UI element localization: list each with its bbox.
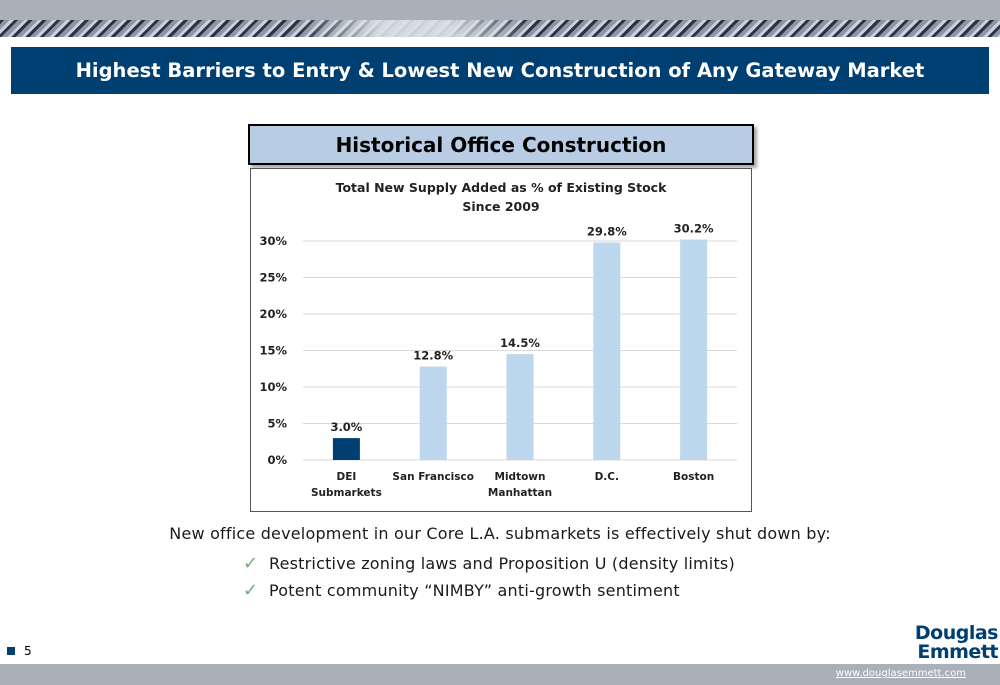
bar-chart: Total New Supply Added as % of Existing … [259,180,737,499]
chart-container: Total New Supply Added as % of Existing … [250,168,752,512]
logo-line-2: Emmett [917,641,998,663]
y-tick-label: 5% [267,417,287,431]
y-tick-label: 25% [259,271,287,285]
bottom-bar [0,664,1000,685]
bar [506,354,534,460]
photo-strip-highlight [300,20,530,37]
x-tick-label: San Francisco [392,471,474,483]
data-label: 30.2% [674,222,714,236]
chart-title: Total New Supply Added as % of Existing … [336,180,668,195]
bullet-text: Restrictive zoning laws and Proposition … [269,554,735,573]
chart-header-box: Historical Office Construction [248,124,754,165]
data-label: 29.8% [587,224,627,238]
website-link[interactable]: www.douglasemmett.com [835,668,966,679]
chart-header-title: Historical Office Construction [335,132,667,157]
y-tick-label: 10% [259,380,287,394]
y-tick-label: 0% [267,453,287,467]
page-number-text: 5 [24,644,32,658]
y-axis-ticks: 0% 5% 10% 15% 20% 25% 30% [259,234,287,467]
checkmark-icon: ✓ [243,553,259,574]
data-label: 3.0% [330,420,362,434]
chart-subtitle: Since 2009 [462,199,539,214]
y-tick-label: 15% [259,344,287,358]
x-tick-label: Boston [673,471,714,483]
bullet-item: ✓ Potent community “NIMBY” anti-growth s… [243,580,680,601]
x-tick-label: Submarkets [311,487,382,499]
body-intro: New office development in our Core L.A. … [169,524,831,543]
data-label: 14.5% [500,336,540,350]
page-number: 5 [7,644,32,658]
page-marker-icon [7,647,15,655]
data-label: 12.8% [413,349,453,363]
checkmark-icon: ✓ [243,580,259,601]
x-axis-ticks: DEI Submarkets San Francisco Midtown Manhatt… [311,471,714,499]
bar [332,438,360,460]
bullet-text: Potent community “NIMBY” anti-growth sen… [269,581,680,600]
x-tick-label: D.C. [595,471,619,483]
bullet-item: ✓ Restrictive zoning laws and Propositio… [243,553,735,574]
y-tick-label: 20% [259,307,287,321]
title-banner: Highest Barriers to Entry & Lowest New C… [11,47,989,94]
bars [332,239,708,460]
data-labels: 3.0% 12.8% 14.5% 29.8% 30.2% [330,222,714,435]
logo-line-1: Douglas [914,622,999,644]
x-tick-label: Manhattan [488,487,552,499]
top-decorative-bar [0,0,1000,20]
bar [593,242,621,460]
x-tick-label: DEI [337,471,357,483]
page-title: Highest Barriers to Entry & Lowest New C… [75,59,925,82]
company-logo: Douglas Emmett [912,622,999,663]
y-tick-label: 30% [259,234,287,248]
bar [680,239,708,460]
bar [419,366,447,460]
x-tick-label: Midtown [495,471,546,483]
